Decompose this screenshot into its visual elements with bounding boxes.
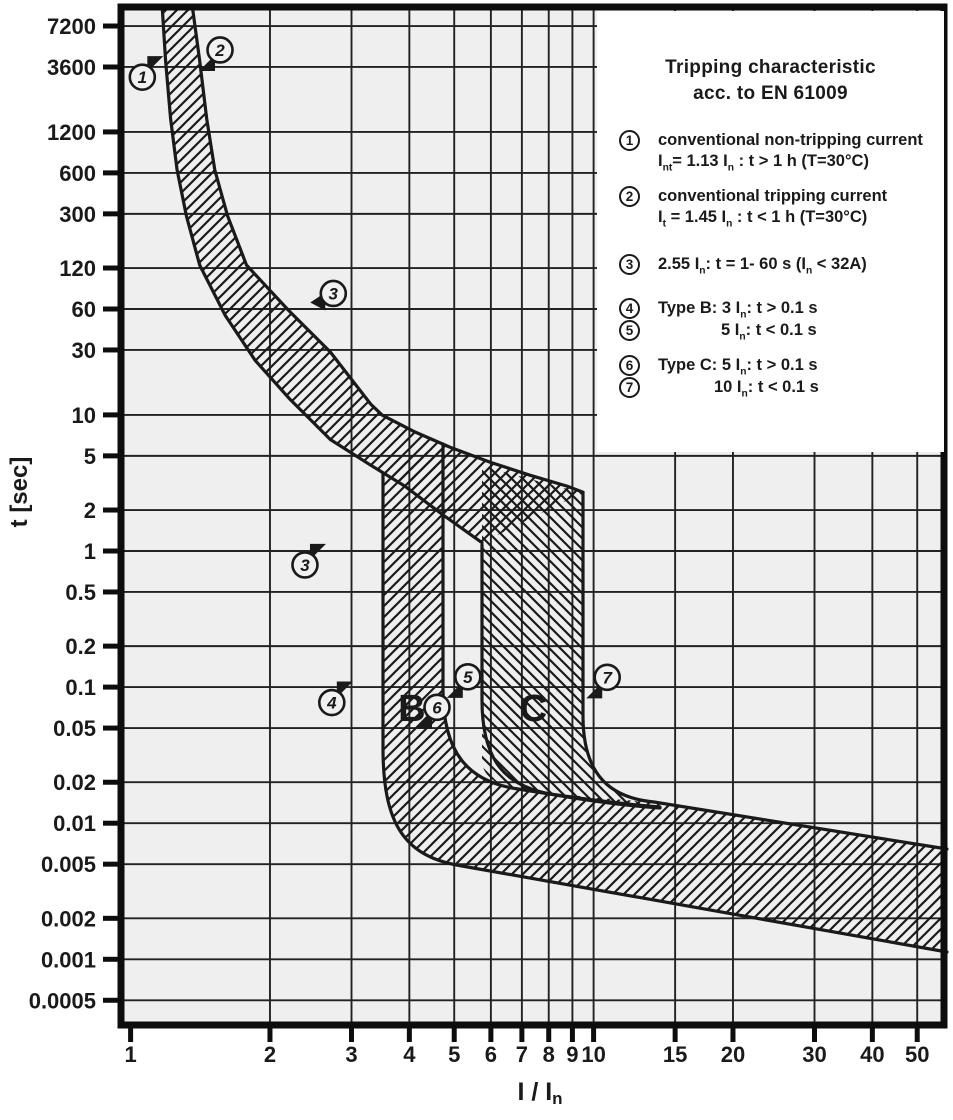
- legend-item-text: 2.55 In: t = 1- 60 s (In < 32A): [658, 255, 867, 277]
- legend-item-number: 6: [619, 355, 640, 376]
- y-tick-label: 3600: [47, 55, 96, 80]
- curve-markers: 1 2 3 3 4 5 6 7: [128, 36, 622, 729]
- marker-number: 6: [432, 698, 442, 717]
- y-tick-label: 1: [84, 539, 96, 564]
- marker-circle: [291, 551, 319, 579]
- marker-circle: [128, 63, 157, 91]
- curve-tripping-limit: [190, 5, 585, 494]
- y-tick-label: 120: [59, 256, 96, 281]
- band-letter-C: C: [520, 688, 547, 730]
- marker-circle: [318, 688, 346, 717]
- marker-number: 1: [138, 68, 147, 87]
- x-tick-label: 10: [581, 1042, 605, 1067]
- legend-title-line1: Tripping characteristic: [665, 57, 876, 78]
- x-tick-label: 20: [721, 1042, 745, 1067]
- x-tick-label: 8: [543, 1042, 555, 1067]
- y-tick-label: 5: [84, 444, 96, 469]
- x-axis-title: I / In: [517, 1078, 562, 1108]
- y-axis-title: t [sec]: [6, 457, 33, 528]
- x-tick-label: 40: [860, 1042, 884, 1067]
- marker-number: 5: [463, 668, 473, 687]
- marker-pointer-wedge: [199, 54, 216, 71]
- type-c-lower-edge: [480, 543, 662, 810]
- curve-marker-1: 1: [128, 56, 164, 91]
- band-outlines: [160, 5, 949, 954]
- y-tick-label: 60: [72, 297, 96, 322]
- x-tick-label: 15: [663, 1042, 687, 1067]
- legend-item-number: 5: [619, 320, 640, 341]
- y-tick-label: 0.005: [41, 852, 96, 877]
- legend-item-text: conventional tripping current It = 1.45 I…: [658, 187, 888, 230]
- marker-number: 4: [326, 694, 337, 713]
- y-tick-label: 1200: [47, 120, 96, 145]
- y-tick-label: 10: [72, 403, 96, 428]
- legend-item-text: 10 In: t < 0.1 s: [714, 378, 819, 400]
- legend-item-number: 1: [619, 130, 640, 151]
- type-b-and-instantaneous-band: [383, 444, 947, 952]
- marker-circle: [206, 36, 234, 64]
- curve-marker-3: 3: [310, 279, 348, 311]
- y-tick-label: 0.5: [65, 580, 96, 605]
- curve-marker-2: 2: [199, 36, 234, 71]
- y-tick-label: 30: [72, 338, 96, 363]
- y-tick-label: 300: [59, 202, 96, 227]
- curve-marker-5: 5: [446, 663, 482, 698]
- legend-item-text: 5 In: t < 0.1 s: [721, 321, 817, 343]
- legend-item-text: Type B: 3 In: t > 0.1 s: [658, 299, 818, 321]
- type-c-upper-edge: [581, 492, 949, 851]
- x-tick-label: 50: [905, 1042, 929, 1067]
- marker-number: 7: [602, 668, 613, 687]
- x-tick-label: 7: [516, 1042, 528, 1067]
- x-tick-label: 4: [403, 1042, 416, 1067]
- y-tick-label: 7200: [47, 14, 96, 39]
- legend-item-text: conventional non-tripping current Int= 1.…: [658, 131, 923, 174]
- marker-circle: [423, 693, 451, 722]
- y-tick-label: 0.01: [53, 811, 96, 836]
- legend-item-number: 7: [619, 377, 640, 398]
- curve-marker-4: 4: [318, 681, 353, 717]
- y-tick-label: 0.001: [41, 947, 96, 972]
- y-tick-label: 0.2: [65, 634, 96, 659]
- type-c-band: [482, 466, 655, 806]
- x-tick-label: 3: [345, 1042, 357, 1067]
- marker-number: 3: [329, 284, 339, 303]
- curve-marker-7: 7: [586, 663, 622, 699]
- y-tick-label: 2: [84, 498, 96, 523]
- x-tick-label: 9: [566, 1042, 578, 1067]
- y-tick-label: 0.1: [65, 675, 96, 700]
- x-tick-label: 5: [448, 1042, 460, 1067]
- legend-item-number: 3: [619, 254, 640, 275]
- x-tick-label: 30: [802, 1042, 826, 1067]
- curve-non-tripping-limit: [160, 5, 484, 545]
- band-letter-B: B: [398, 688, 425, 730]
- curve-marker-6: 6: [416, 693, 451, 729]
- chart-legend: Tripping characteristic acc. to EN 61009…: [597, 11, 944, 452]
- y-tick-label: 0.05: [53, 716, 96, 741]
- axis-ticks: 1 2 3 4 5 6 7 8 9 10 15 20 30 40 507200360012006003001…: [29, 14, 930, 1067]
- x-tick-label: 6: [485, 1042, 497, 1067]
- y-tick-label: 0.0005: [29, 988, 96, 1013]
- y-tick-label: 0.002: [41, 906, 96, 931]
- legend-title-line2: acc. to EN 61009: [693, 83, 848, 104]
- marker-number: 2: [214, 41, 225, 60]
- legend-item-text: Type C: 5 In: t > 0.1 s: [658, 356, 818, 378]
- marker-circle: [454, 663, 482, 691]
- legend-title: Tripping characteristic acc. to EN 61009: [597, 55, 944, 107]
- x-tick-label: 1: [124, 1042, 136, 1067]
- plot-border: [117, 3, 948, 1029]
- marker-circle: [593, 663, 622, 692]
- y-tick-label: 0.02: [53, 770, 96, 795]
- marker-number: 3: [300, 556, 310, 575]
- x-tick-label: 2: [264, 1042, 276, 1067]
- type-b-lower-edge: [381, 471, 949, 954]
- legend-item-number: 4: [619, 298, 640, 319]
- curve-marker-3: 3: [291, 543, 326, 579]
- legend-item-number: 2: [619, 186, 640, 207]
- y-tick-label: 600: [59, 161, 96, 186]
- marker-circle: [319, 279, 348, 308]
